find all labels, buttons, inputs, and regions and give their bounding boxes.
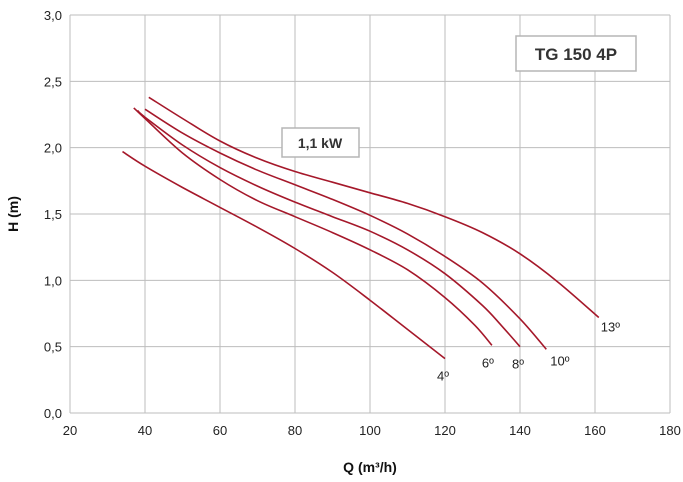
x-tick-label: 40 [138,423,152,438]
x-tick-label: 100 [359,423,381,438]
power-annotation: 1,1 kW [298,135,343,151]
y-tick-label: 2,0 [44,141,62,156]
curve-label-3: 10º [550,353,569,368]
power-annotation-box: 1,1 kW [281,127,360,158]
y-tick-label: 1,0 [44,273,62,288]
y-tick-labels: 0,0 0,5 1,0 1,5 2,0 2,5 3,0 [44,8,62,421]
x-tick-label: 20 [63,423,77,438]
y-tick-label: 0,5 [44,340,62,355]
x-tick-label: 140 [509,423,531,438]
curve-2 [136,109,521,348]
x-tick-label: 120 [434,423,456,438]
y-axis-title: H (m) [5,196,21,232]
x-tick-label: 80 [288,423,302,438]
x-tick-label: 60 [213,423,227,438]
curve-0 [122,150,446,360]
y-tick-label: 3,0 [44,8,62,23]
x-axis-title: Q (m³/h) [343,459,397,475]
curve-label-2: 8º [512,357,524,372]
y-tick-label: 0,0 [44,406,62,421]
curve-labels: 4º 6º 8º 10º 13º [437,319,620,383]
grid [69,14,671,414]
model-title: TG 150 4P [535,45,617,64]
x-tick-label: 160 [584,423,606,438]
curve-1 [133,107,493,346]
x-tick-labels: 20 40 60 80 100 120 140 160 180 [63,423,681,438]
y-tick-label: 1,5 [44,207,62,222]
curves [122,96,600,360]
y-tick-label: 2,5 [44,74,62,89]
curve-label-4: 13º [601,319,620,334]
curve-label-0: 4º [437,369,449,384]
x-tick-label: 180 [659,423,681,438]
curve-label-1: 6º [482,355,494,370]
curve-3 [144,108,547,350]
curve-4 [148,96,600,319]
model-title-box: TG 150 4P [515,35,637,72]
